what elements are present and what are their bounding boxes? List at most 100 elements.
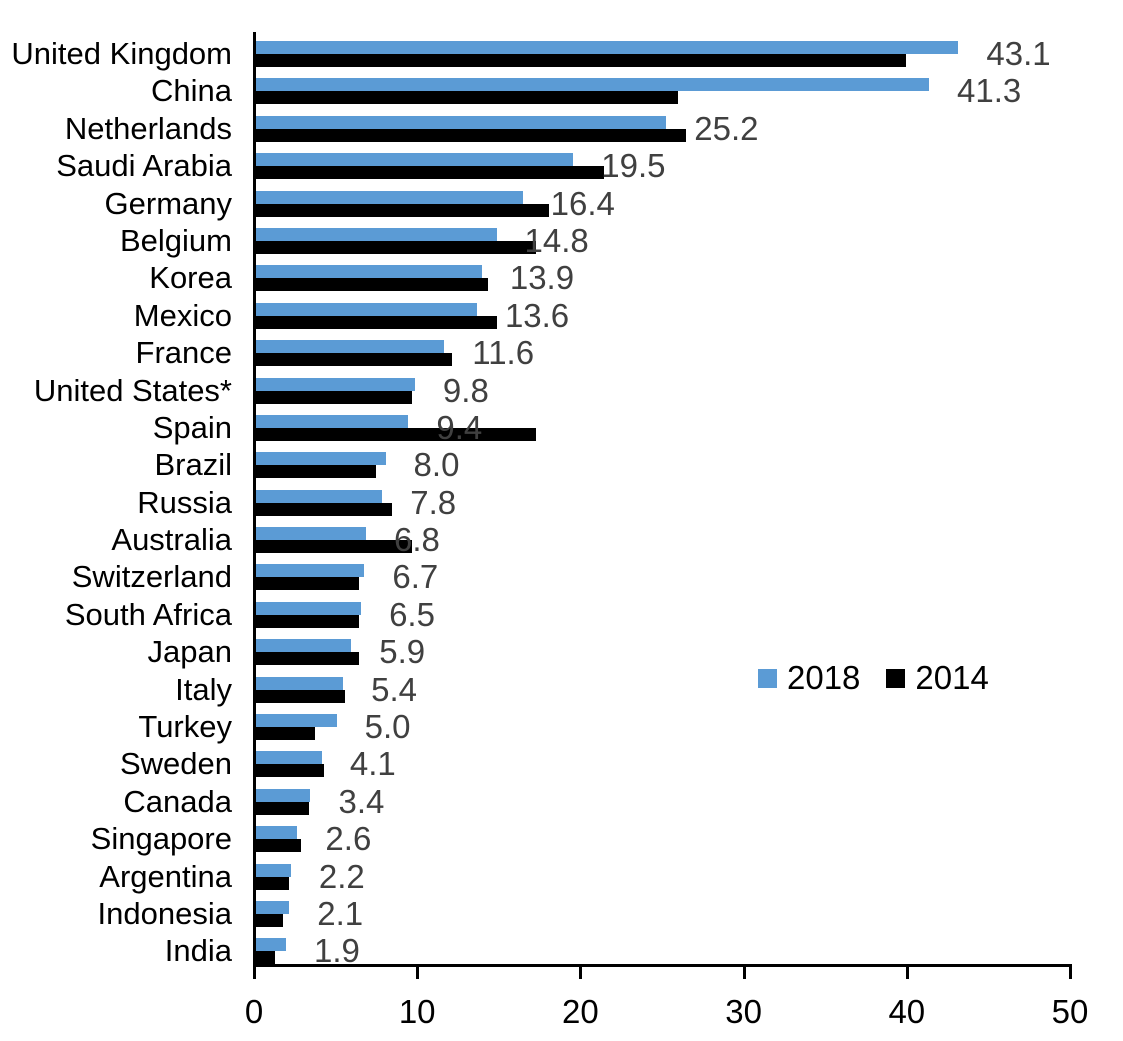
bar-2014 — [255, 353, 453, 367]
data-label: 5.4 — [371, 670, 417, 708]
data-label: 43.1 — [986, 35, 1051, 72]
data-label: 9.8 — [442, 371, 489, 409]
x-tick-label: 50 — [1051, 993, 1089, 1030]
bar-2018 — [255, 377, 415, 391]
legend-item-2018: 2018 — [758, 660, 860, 696]
data-label: 5.0 — [364, 708, 411, 746]
data-label: 13.9 — [509, 259, 575, 297]
bar-2018 — [255, 227, 497, 241]
x-tick-mark — [1069, 966, 1072, 979]
bar-2014 — [255, 577, 360, 591]
category-label: Brazil — [154, 447, 232, 483]
legend-swatch-icon — [758, 668, 777, 688]
bar-2018 — [255, 751, 322, 765]
x-tick-label: 10 — [398, 993, 436, 1030]
bar-2018 — [255, 302, 477, 316]
bar-2018 — [255, 601, 362, 615]
category-label: Switzerland — [71, 559, 232, 595]
category-label: South Africa — [64, 596, 232, 632]
bar-2014 — [255, 91, 678, 105]
legend: 2018 2014 — [758, 660, 989, 696]
bar-2018 — [255, 190, 523, 204]
bar-2014 — [255, 689, 345, 703]
x-tick-mark — [253, 966, 256, 979]
category-label: China — [151, 73, 232, 109]
data-label: 7.8 — [410, 483, 457, 521]
bar-2014 — [255, 614, 360, 628]
category-label: France — [135, 335, 232, 371]
category-label: Spain — [152, 409, 232, 445]
bar-2014 — [255, 839, 301, 853]
category-label: Singapore — [90, 821, 232, 857]
category-label: Mexico — [133, 297, 232, 333]
x-tick-label: 20 — [562, 993, 599, 1030]
category-label: Germany — [104, 185, 232, 221]
bar-2014 — [255, 390, 412, 404]
category-label: Netherlands — [64, 110, 232, 146]
bar-2014 — [255, 203, 549, 217]
category-label: Saudi Arabia — [56, 148, 232, 184]
bar-2014 — [255, 876, 290, 890]
bar-2018 — [255, 489, 383, 503]
bar-2014 — [255, 540, 412, 554]
legend-item-2014: 2014 — [886, 659, 989, 696]
category-label: Australia — [111, 522, 232, 558]
bar-2018 — [255, 78, 930, 92]
category-label: Sweden — [119, 746, 232, 782]
x-tick-mark — [742, 966, 746, 979]
legend-label: 2014 — [915, 659, 989, 696]
bar-2018 — [255, 863, 291, 877]
category-label: Canada — [123, 783, 232, 819]
bar-2018 — [255, 340, 445, 354]
bar-2014 — [255, 951, 275, 965]
bar-2014 — [255, 278, 489, 292]
data-label: 1.9 — [314, 932, 360, 970]
data-label: 41.3 — [957, 72, 1022, 110]
data-label: 2.6 — [325, 820, 372, 858]
bar-2018 — [255, 153, 574, 167]
data-label: 13.6 — [504, 296, 570, 334]
data-label: 16.4 — [550, 184, 615, 222]
category-label: India — [164, 933, 232, 969]
category-label: Indonesia — [97, 895, 232, 931]
bar-2018 — [255, 900, 290, 914]
bar-2018 — [255, 788, 311, 802]
data-label: 6.8 — [393, 521, 440, 559]
bar-2018 — [255, 115, 667, 129]
bar-2018 — [255, 452, 386, 466]
data-label: 2.1 — [317, 894, 364, 932]
data-label: 19.5 — [601, 147, 666, 185]
x-tick-mark — [416, 966, 420, 979]
bar-2018 — [255, 938, 286, 952]
bar-2018 — [255, 265, 482, 279]
category-label: Japan — [147, 634, 232, 670]
data-label: 4.1 — [349, 745, 396, 783]
bar-2018 — [255, 414, 409, 428]
bar-2014 — [255, 465, 376, 479]
category-label: Argentina — [99, 858, 232, 894]
bar-2014 — [255, 427, 536, 441]
data-label: 6.7 — [392, 558, 439, 596]
bar-2014 — [255, 502, 393, 516]
bar-2018 — [255, 564, 365, 578]
bar-2014 — [255, 128, 686, 142]
legend-swatch-icon — [886, 668, 906, 688]
category-label: United States* — [33, 372, 232, 408]
data-label: 11.6 — [472, 334, 535, 372]
bar-2014 — [255, 315, 497, 329]
category-label: Russia — [137, 484, 232, 520]
bar-2014 — [255, 54, 907, 67]
category-label: Belgium — [120, 222, 232, 258]
x-tick-label: 30 — [725, 993, 762, 1030]
category-label: Turkey — [138, 709, 232, 745]
bar-2014 — [255, 801, 309, 815]
x-tick-label: 0 — [244, 993, 264, 1030]
legend-label: 2018 — [787, 659, 861, 696]
category-label: Italy — [175, 671, 232, 707]
x-tick-mark — [905, 966, 909, 979]
y-axis-line — [253, 32, 256, 967]
data-label: 9.4 — [436, 408, 483, 446]
bar-2018 — [255, 714, 337, 728]
bar-2018 — [255, 639, 352, 653]
